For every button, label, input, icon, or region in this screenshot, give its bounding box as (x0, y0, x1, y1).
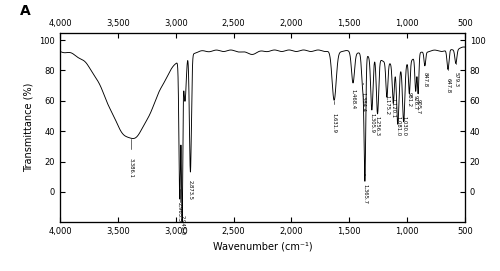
Text: 2,965.5: 2,965.5 (177, 202, 182, 222)
Text: 579.3: 579.3 (454, 72, 458, 87)
Text: 847.8: 847.8 (422, 72, 428, 87)
Text: 1,365.7: 1,365.7 (362, 184, 368, 204)
Text: 1,120.1: 1,120.1 (390, 98, 396, 118)
Text: A: A (20, 4, 30, 18)
X-axis label: Wavenumber (cm⁻¹): Wavenumber (cm⁻¹) (212, 242, 312, 252)
Text: 1,384.4: 1,384.4 (360, 92, 365, 112)
Text: 1,256.3: 1,256.3 (375, 116, 380, 136)
Text: 981.2: 981.2 (407, 92, 412, 107)
Text: 2,873.5: 2,873.5 (188, 180, 193, 200)
Text: 3,386.1: 3,386.1 (128, 159, 134, 178)
Text: 2,945.0: 2,945.0 (180, 215, 184, 235)
Text: 1,305.9: 1,305.9 (369, 113, 374, 133)
Text: 1,468.4: 1,468.4 (350, 89, 356, 109)
Text: 1,631.9: 1,631.9 (332, 113, 336, 133)
Text: 1,175.2: 1,175.2 (384, 95, 390, 115)
Text: 905.7: 905.7 (416, 99, 420, 114)
Text: 1,030.0: 1,030.0 (401, 116, 406, 136)
Y-axis label: Transmittance (%): Transmittance (%) (24, 83, 34, 172)
Text: 647.8: 647.8 (446, 78, 450, 93)
Text: 1,081.0: 1,081.0 (396, 116, 400, 136)
Text: 926.7: 926.7 (413, 95, 418, 110)
